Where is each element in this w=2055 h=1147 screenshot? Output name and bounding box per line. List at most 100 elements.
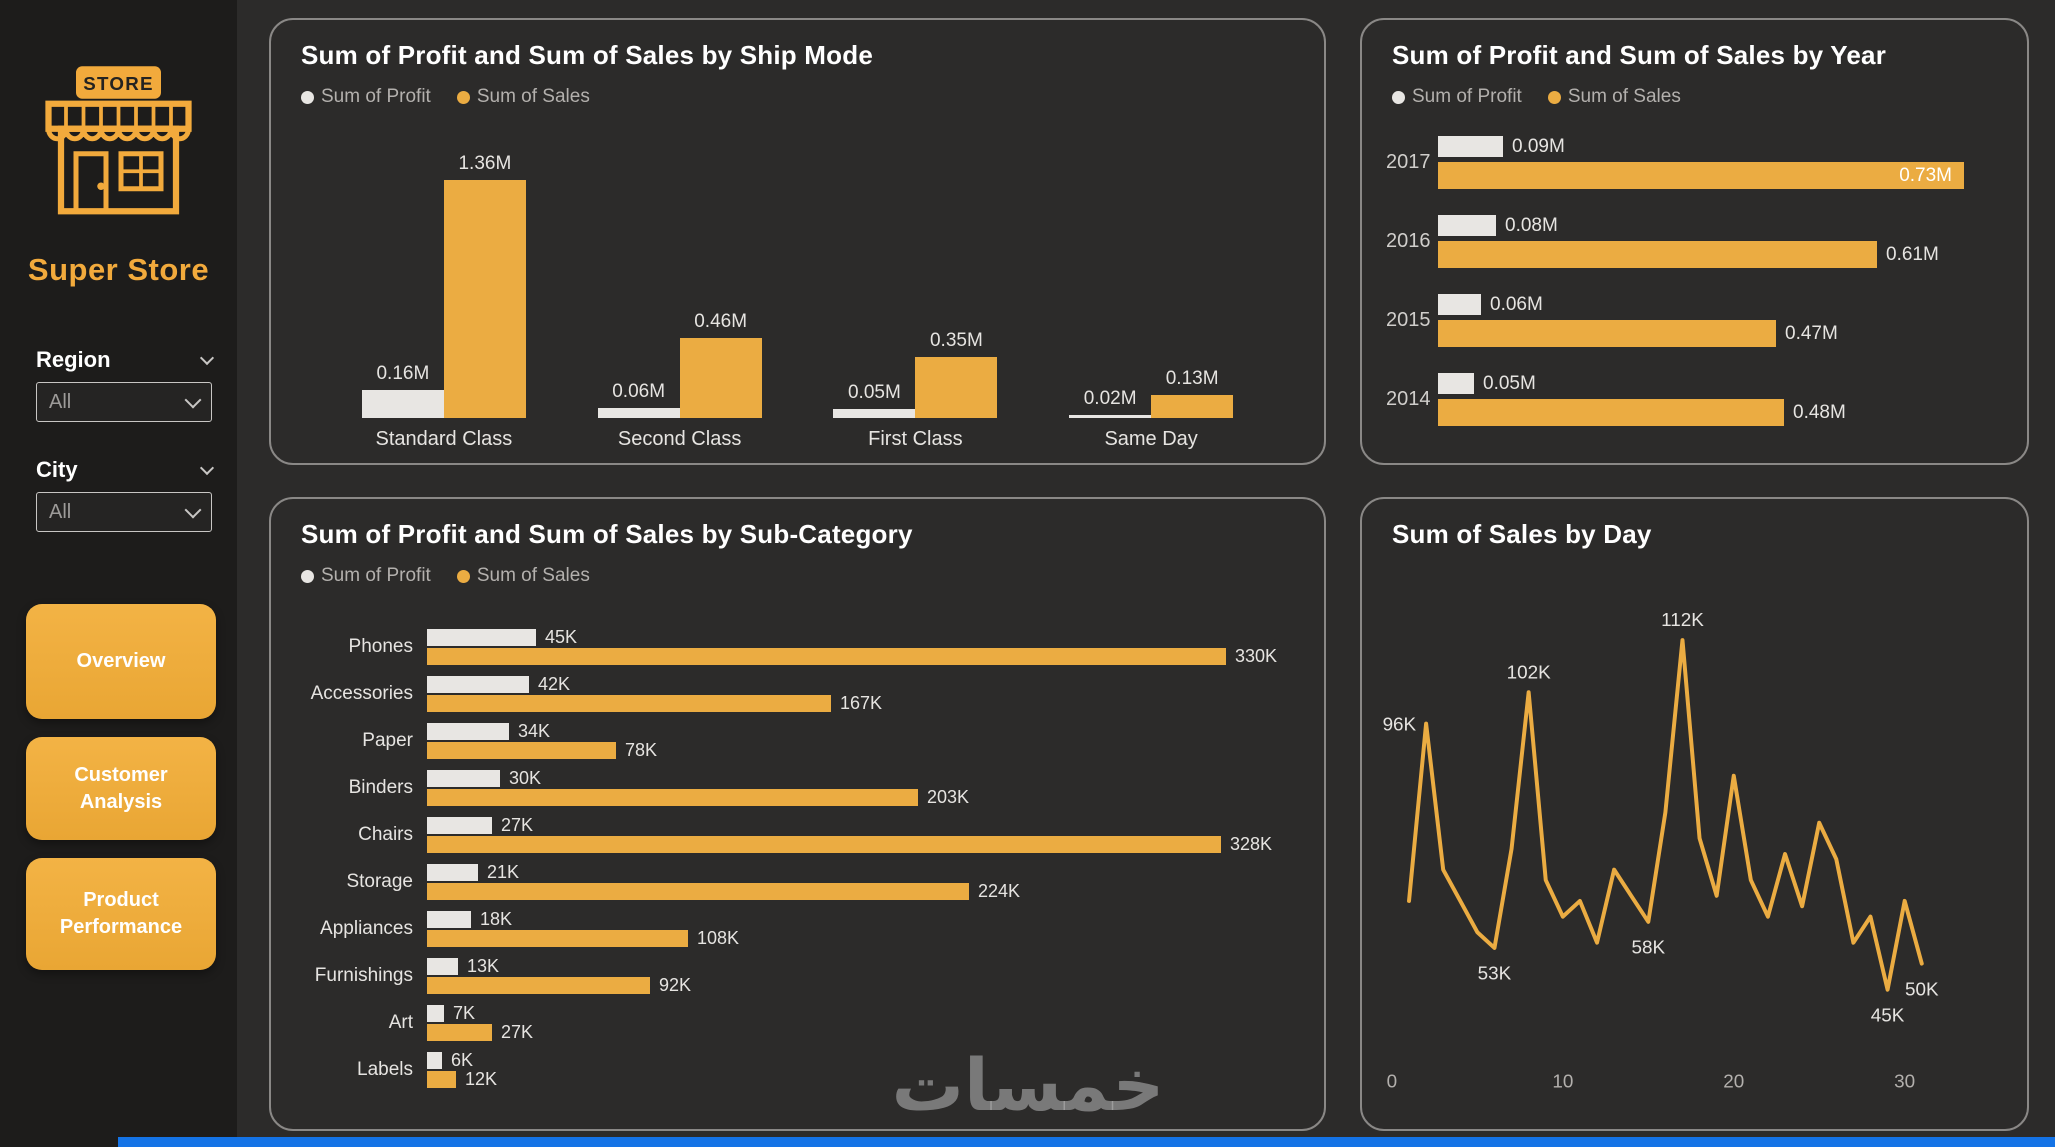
bar-sum-of-profit-same-day[interactable]: [1069, 414, 1152, 418]
bar-sum-of-profit-2014[interactable]: [1438, 373, 1474, 394]
bar-sum-of-sales-standard-class[interactable]: [443, 180, 526, 418]
value-label: 27K: [501, 815, 534, 835]
legend-label: Sum of Sales: [476, 565, 590, 586]
column-group-second-class: 0.06M 0.46M Second Class: [597, 150, 762, 451]
region-select[interactable]: All: [36, 382, 212, 422]
bar-row: 328K: [427, 834, 1304, 854]
bar-sum-of-sales-labels[interactable]: [427, 1071, 456, 1088]
bar-sum-of-profit-first-class[interactable]: [833, 409, 916, 418]
bar-sum-of-sales-first-class[interactable]: [915, 356, 998, 418]
category-label: Art: [388, 1012, 413, 1033]
bar-sum-of-sales-phones[interactable]: [427, 648, 1226, 665]
bar-row: 78K: [427, 740, 1304, 760]
legend-item-sum-of-sales[interactable]: Sum of Sales: [1547, 86, 1681, 108]
bar-row: 0.73M: [1438, 162, 2001, 189]
category-label: Second Class: [617, 428, 742, 450]
column-pair: 0.02M 0.13M: [1069, 150, 1234, 418]
chart-title-sales-by-day: Sum of Sales by Day: [1392, 519, 1652, 549]
bar-sum-of-profit-standard-class[interactable]: [361, 390, 444, 418]
column-cell: 0.35M: [915, 329, 998, 418]
legend-item-sum-of-profit[interactable]: Sum of Profit: [1392, 86, 1522, 108]
legend: Sum of Profit Sum of Sales: [1392, 86, 1681, 108]
value-label: 0.46M: [694, 310, 748, 332]
bar-sum-of-profit-2015[interactable]: [1438, 294, 1481, 315]
bar-sum-of-profit-labels[interactable]: [427, 1052, 442, 1069]
value-label: 330K: [1235, 646, 1278, 666]
bar-row: 6K: [427, 1050, 1304, 1070]
bar-sum-of-sales-2015[interactable]: [1438, 320, 1776, 347]
bar-sum-of-sales-2016[interactable]: [1438, 241, 1877, 268]
value-label: 7K: [453, 1003, 476, 1023]
chevron-down-icon: [199, 460, 215, 475]
legend-label: Sum of Profit: [1412, 86, 1522, 107]
city-select[interactable]: All: [36, 492, 212, 532]
bar-sum-of-profit-chairs[interactable]: [427, 817, 492, 834]
bar-sum-of-profit-phones[interactable]: [427, 629, 536, 646]
filter-region-label: Region: [36, 347, 111, 372]
bar-sum-of-profit-paper[interactable]: [427, 723, 509, 740]
filter-region-header[interactable]: Region: [36, 345, 215, 375]
value-label: 328K: [1230, 834, 1273, 854]
logo-sign-text: STORE: [83, 73, 154, 94]
city-select-value: All: [49, 500, 72, 523]
category-label: Accessories: [310, 683, 413, 704]
bar-sum-of-profit-storage[interactable]: [427, 864, 478, 881]
point-label: 45K: [1871, 1005, 1905, 1026]
bar-sum-of-sales-accessories[interactable]: [427, 695, 831, 712]
bar-sum-of-sales-2014[interactable]: [1438, 399, 1784, 426]
bar-sum-of-profit-2017[interactable]: [1438, 136, 1503, 157]
legend-item-sum-of-sales[interactable]: Sum of Sales: [456, 565, 590, 587]
column-pair: 0.06M 0.46M: [597, 150, 762, 418]
bar-group-2015: 2015 0.06M 0.47M: [1386, 294, 2001, 347]
nav-button-product-performance[interactable]: Product Performance: [26, 858, 216, 970]
value-label: 0.02M: [1083, 387, 1137, 409]
value-label: 0.05M: [847, 382, 901, 404]
filter-city-label: City: [36, 457, 78, 482]
value-label: 0.35M: [929, 329, 983, 351]
filter-region: Region All: [36, 345, 215, 422]
bar-chart-year: 2017 0.09M 0.73M 2016 0.08M 0.61M 2015 0.06M 0.4…: [1386, 136, 2001, 426]
bar-sum-of-sales-2017[interactable]: 0.73M: [1438, 162, 1964, 189]
value-label: 13K: [467, 956, 500, 976]
value-label: 0.05M: [1483, 372, 1536, 394]
bar-sum-of-profit-appliances[interactable]: [427, 911, 471, 928]
bar-sum-of-sales-binders[interactable]: [427, 789, 918, 806]
bar-sum-of-sales-storage[interactable]: [427, 883, 969, 900]
bar-sum-of-sales-art[interactable]: [427, 1024, 492, 1041]
bar-row: 42K: [427, 674, 1304, 694]
category-label: Same Day: [1104, 428, 1198, 450]
bar-sum-of-profit-binders[interactable]: [427, 770, 500, 787]
legend-item-sum-of-sales[interactable]: Sum of Sales: [456, 86, 590, 108]
bar-sum-of-profit-art[interactable]: [427, 1005, 444, 1022]
legend-dot-icon: [1392, 90, 1405, 104]
value-label: 0.61M: [1886, 243, 1939, 265]
legend-label: Sum of Sales: [476, 86, 590, 107]
bar-sum-of-profit-2016[interactable]: [1438, 215, 1496, 236]
nav-button-customer-analysis[interactable]: Customer Analysis: [26, 737, 216, 840]
nav-button-overview[interactable]: Overview: [26, 604, 216, 719]
bar-sum-of-profit-accessories[interactable]: [427, 676, 529, 693]
bar-row: 34K: [427, 721, 1304, 741]
bar-sum-of-sales-same-day[interactable]: [1151, 395, 1234, 418]
bar-row: 45K: [427, 627, 1304, 647]
bar-group-chairs: Chairs 27K 328K: [271, 815, 1304, 854]
bar-sum-of-sales-chairs[interactable]: [427, 836, 1221, 853]
bar-group-labels: Labels 6K 12K: [271, 1050, 1304, 1089]
bar-sum-of-sales-furnishings[interactable]: [427, 977, 650, 994]
category-label: First Class: [868, 428, 963, 450]
bar-row: 27K: [427, 815, 1304, 835]
category-label: 2016: [1386, 230, 1431, 252]
value-label: 42K: [538, 674, 571, 694]
legend-item-sum-of-profit[interactable]: Sum of Profit: [301, 565, 431, 587]
bar-sum-of-profit-furnishings[interactable]: [427, 958, 458, 975]
bar-sum-of-sales-appliances[interactable]: [427, 930, 688, 947]
bar-row: 167K: [427, 693, 1304, 713]
bar-sum-of-profit-second-class[interactable]: [597, 407, 680, 418]
bar-row: 13K: [427, 956, 1304, 976]
sales-line[interactable]: [1407, 638, 1924, 992]
bar-sum-of-sales-second-class[interactable]: [679, 337, 762, 418]
legend-item-sum-of-profit[interactable]: Sum of Profit: [301, 86, 431, 108]
bar-group-phones: Phones 45K 330K: [271, 627, 1304, 666]
filter-city-header[interactable]: City: [36, 455, 215, 485]
bar-sum-of-sales-paper[interactable]: [427, 742, 616, 759]
